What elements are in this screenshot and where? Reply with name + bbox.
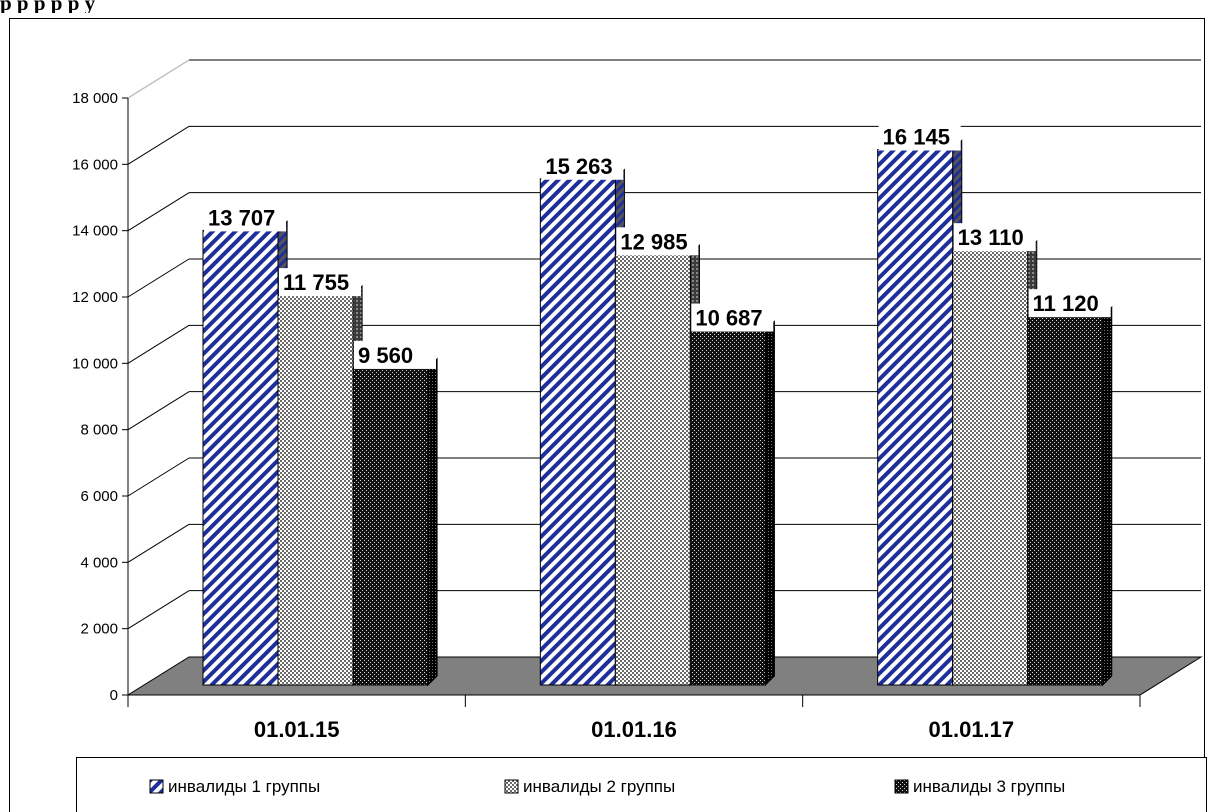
y-tick-label: 14 000 xyxy=(72,223,118,240)
data-label: 16 145 xyxy=(883,125,950,150)
bars xyxy=(202,139,1113,687)
bar xyxy=(689,330,766,686)
bar xyxy=(202,229,279,686)
category-label: 01.01.17 xyxy=(929,717,1015,742)
data-label: 11 755 xyxy=(283,270,349,295)
bar-side xyxy=(1102,305,1113,687)
grid-diagonal xyxy=(127,125,190,165)
data-label-bg xyxy=(204,203,286,232)
grid-diagonal xyxy=(127,523,190,563)
data-label-bg xyxy=(279,268,361,297)
y-tick-label: 10 000 xyxy=(72,355,118,372)
category-label: 01.01.16 xyxy=(591,717,677,742)
bar xyxy=(952,249,1029,686)
grid-diagonal xyxy=(127,391,190,431)
category-label: 01.01.15 xyxy=(254,717,340,742)
legend-entry: инвалиды 1 группы xyxy=(168,777,320,796)
data-label: 13 707 xyxy=(208,205,275,230)
legend-swatch xyxy=(504,779,519,794)
wall-edge xyxy=(127,59,190,99)
legend-entry: инвалиды 3 группы xyxy=(913,777,1065,796)
bar-side xyxy=(427,357,438,687)
data-label-bg xyxy=(1028,289,1111,318)
grid-diagonal xyxy=(127,324,190,364)
bar xyxy=(1027,315,1104,686)
y-tick-label: 6 000 xyxy=(80,488,118,505)
grid-diagonal xyxy=(127,457,190,497)
legend: инвалиды 1 группы инвалиды 2 группы инвали… xyxy=(149,777,1065,796)
category-labels: 01.01.15 01.01.16 01.01.17 xyxy=(254,717,1014,742)
grid-diagonal xyxy=(127,590,190,630)
data-label-bg xyxy=(354,340,436,369)
y-tick-label: 8 000 xyxy=(80,422,118,439)
data-label: 10 687 xyxy=(695,306,762,331)
bar xyxy=(614,253,691,686)
chart-frame xyxy=(9,18,1205,812)
grid-diagonal xyxy=(127,192,190,232)
legend-box xyxy=(76,757,1207,812)
bar xyxy=(277,294,354,686)
data-label: 15 263 xyxy=(545,154,612,179)
y-tick-label: 0 xyxy=(110,687,118,704)
data-label: 9 560 xyxy=(358,343,413,368)
data-label: 13 110 xyxy=(958,225,1024,250)
data-label-bg xyxy=(878,122,961,151)
y-tick-label: 2 000 xyxy=(80,621,118,638)
data-labels: 13 707 11 755 9 560 15 263 12 985 10 687 16 14… xyxy=(204,122,1111,369)
legend-entry: инвалиды 2 группы xyxy=(523,777,675,796)
data-label-bg xyxy=(691,303,774,332)
bar xyxy=(539,178,616,686)
legend-swatch xyxy=(894,779,909,794)
bar xyxy=(352,367,429,686)
y-tick-label: 18 000 xyxy=(72,90,118,107)
y-axis-ticks: 0 2 000 4 000 6 000 8 000 10 000 12 000 14 000 1… xyxy=(72,90,1141,707)
data-label-bg xyxy=(616,227,699,256)
data-label: 12 985 xyxy=(620,229,687,254)
y-tick-label: 12 000 xyxy=(72,289,118,306)
bar xyxy=(877,149,954,686)
data-label-bg xyxy=(953,223,1036,252)
bar-side xyxy=(764,320,775,687)
legend-swatch xyxy=(149,779,164,794)
grid-diagonal xyxy=(127,258,190,298)
y-tick-label: 4 000 xyxy=(80,554,118,571)
top-caption-fragment: р р р р р у xyxy=(0,0,96,13)
data-label-bg xyxy=(541,151,624,180)
y-tick-label: 16 000 xyxy=(72,156,118,173)
data-label: 11 120 xyxy=(1033,291,1099,316)
